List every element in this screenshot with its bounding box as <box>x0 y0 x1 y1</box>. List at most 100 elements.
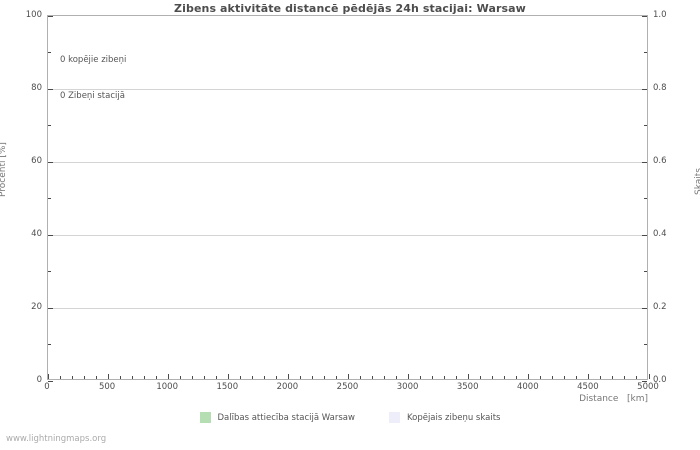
x-axis-minor-tick <box>83 376 85 379</box>
y-axis-left-tick-label: 60 <box>31 156 42 166</box>
x-axis-minor-tick <box>323 376 325 379</box>
y-axis-left-tick-label: 100 <box>25 10 42 20</box>
x-axis-major-tick <box>287 374 289 379</box>
x-axis-minor-tick <box>239 376 241 379</box>
x-axis-minor-tick <box>251 376 253 379</box>
y-axis-left-minor-tick <box>48 125 51 126</box>
x-axis-minor-tick <box>624 376 626 379</box>
y-axis-left-minor-tick <box>48 198 51 199</box>
x-axis-minor-tick <box>95 376 97 379</box>
x-axis-minor-tick <box>191 376 193 379</box>
x-axis-minor-tick <box>131 376 133 379</box>
y-axis-left-major-tick <box>48 15 53 17</box>
x-axis-minor-tick <box>372 376 374 379</box>
x-axis-tick-label: 2500 <box>336 382 359 392</box>
x-axis-minor-tick <box>492 376 494 379</box>
y-axis-left-title: Procenti [%] <box>0 142 8 197</box>
annotation-station-strokes: 0 Zibeņi stacijā <box>60 91 125 101</box>
annotation-total-strokes: 0 kopējie zibeņi <box>60 55 127 65</box>
annotation-block: 0 kopējie zibeņi 0 Zibeņi stacijā <box>60 30 126 126</box>
y-axis-right-tick-label: 0.4 <box>653 229 667 239</box>
x-axis-major-tick <box>167 374 169 379</box>
x-axis-minor-tick <box>119 376 121 379</box>
y-axis-left-tick-label: 20 <box>31 302 42 312</box>
x-axis-major-tick <box>107 374 109 379</box>
x-axis-tick-label: 4000 <box>516 382 539 392</box>
x-axis-minor-tick <box>215 376 217 379</box>
x-axis-tick-label: 4500 <box>577 382 599 392</box>
y-axis-left-minor-tick <box>48 344 51 345</box>
y-axis-right-minor-tick <box>644 344 647 345</box>
y-axis-right-major-tick <box>642 307 647 309</box>
x-axis-minor-tick <box>335 376 337 379</box>
x-axis-major-tick <box>648 374 650 379</box>
y-axis-right-tick-label: 1.0 <box>653 10 667 20</box>
legend-label-ratio: Dalības attiecība stacijā Warsaw <box>217 412 355 423</box>
x-axis-tick-label: 5000 <box>637 382 659 392</box>
x-axis-minor-tick <box>299 376 301 379</box>
y-axis-left-major-tick <box>48 88 53 90</box>
x-axis-minor-tick <box>155 376 157 379</box>
x-axis-tick-label: 3000 <box>396 382 419 392</box>
legend-swatch-ratio <box>199 412 211 423</box>
legend-item-count[interactable]: Kopējais zibeņu skaits <box>388 412 501 423</box>
y-axis-left-tick-label: 80 <box>31 83 42 93</box>
x-axis-minor-tick <box>636 376 638 379</box>
x-axis-minor-tick <box>552 376 554 379</box>
x-axis-minor-tick <box>612 376 614 379</box>
y-axis-left-major-tick <box>48 161 53 163</box>
gridline <box>48 161 647 163</box>
x-axis-major-tick <box>348 374 349 379</box>
legend-swatch-count <box>388 412 400 423</box>
x-axis-minor-tick <box>275 376 277 379</box>
x-axis-minor-tick <box>179 376 181 379</box>
x-axis-minor-tick <box>540 376 542 379</box>
x-axis-minor-tick <box>456 376 458 379</box>
x-axis-minor-tick <box>504 376 506 379</box>
x-axis-minor-tick <box>396 376 398 379</box>
x-axis-major-tick <box>588 374 590 379</box>
x-axis-tick-label: 500 <box>98 382 116 392</box>
footer-url: www.lightningmaps.org <box>6 434 107 444</box>
y-axis-left-major-tick <box>48 234 53 236</box>
y-axis-right-minor-tick <box>644 125 647 126</box>
y-axis-right-minor-tick <box>644 52 647 53</box>
x-axis-tick-label: 1000 <box>156 382 179 392</box>
x-axis-minor-tick <box>432 376 434 379</box>
plot-inner-canvas <box>48 16 647 379</box>
x-axis-tick-label: 2000 <box>276 382 299 392</box>
y-axis-right-minor-tick <box>644 198 647 199</box>
y-axis-left-minor-tick <box>48 271 51 272</box>
y-axis-right-major-tick <box>642 88 647 90</box>
x-axis-minor-tick <box>203 376 205 379</box>
plot-area: 0 kopējie zibeņi 0 Zibeņi stacijā <box>47 15 650 382</box>
y-axis-left-minor-tick <box>48 52 51 53</box>
y-axis-left-tick-label: 40 <box>31 229 42 239</box>
x-axis-minor-tick <box>143 376 145 379</box>
y-axis-right-tick-label: 0.6 <box>653 156 667 166</box>
x-axis-title: Distance [km] <box>579 394 648 404</box>
x-axis-minor-tick <box>516 376 518 379</box>
y-axis-right-title: Skaits <box>694 168 700 195</box>
gridline <box>48 307 647 309</box>
x-axis-minor-tick <box>384 376 386 379</box>
legend-label-count: Kopējais zibeņu skaits <box>406 412 501 423</box>
gridline <box>48 88 647 90</box>
y-axis-right-major-tick <box>642 380 647 382</box>
x-axis-major-tick <box>468 374 470 379</box>
y-axis-left-major-tick <box>48 307 53 309</box>
x-axis-major-tick <box>227 374 229 379</box>
x-axis-major-tick <box>408 374 410 379</box>
x-axis-tick-label: 0 <box>44 382 50 392</box>
legend-item-ratio[interactable]: Dalības attiecība stacijā Warsaw <box>199 412 355 423</box>
x-axis-minor-tick <box>59 376 61 379</box>
y-axis-right-major-tick <box>642 15 647 17</box>
x-axis-minor-tick <box>263 376 265 379</box>
x-axis-major-tick <box>47 374 49 379</box>
page-title: Zibens aktivitāte distancē pēdējās 24h s… <box>174 2 526 15</box>
y-axis-right-tick-label: 0.0 <box>653 375 667 385</box>
y-axis-right-tick-label: 0.2 <box>653 302 667 312</box>
x-axis-minor-tick <box>600 376 602 379</box>
y-axis-left-tick-label: 0 <box>36 375 42 385</box>
x-axis-tick-label: 3500 <box>456 382 479 392</box>
